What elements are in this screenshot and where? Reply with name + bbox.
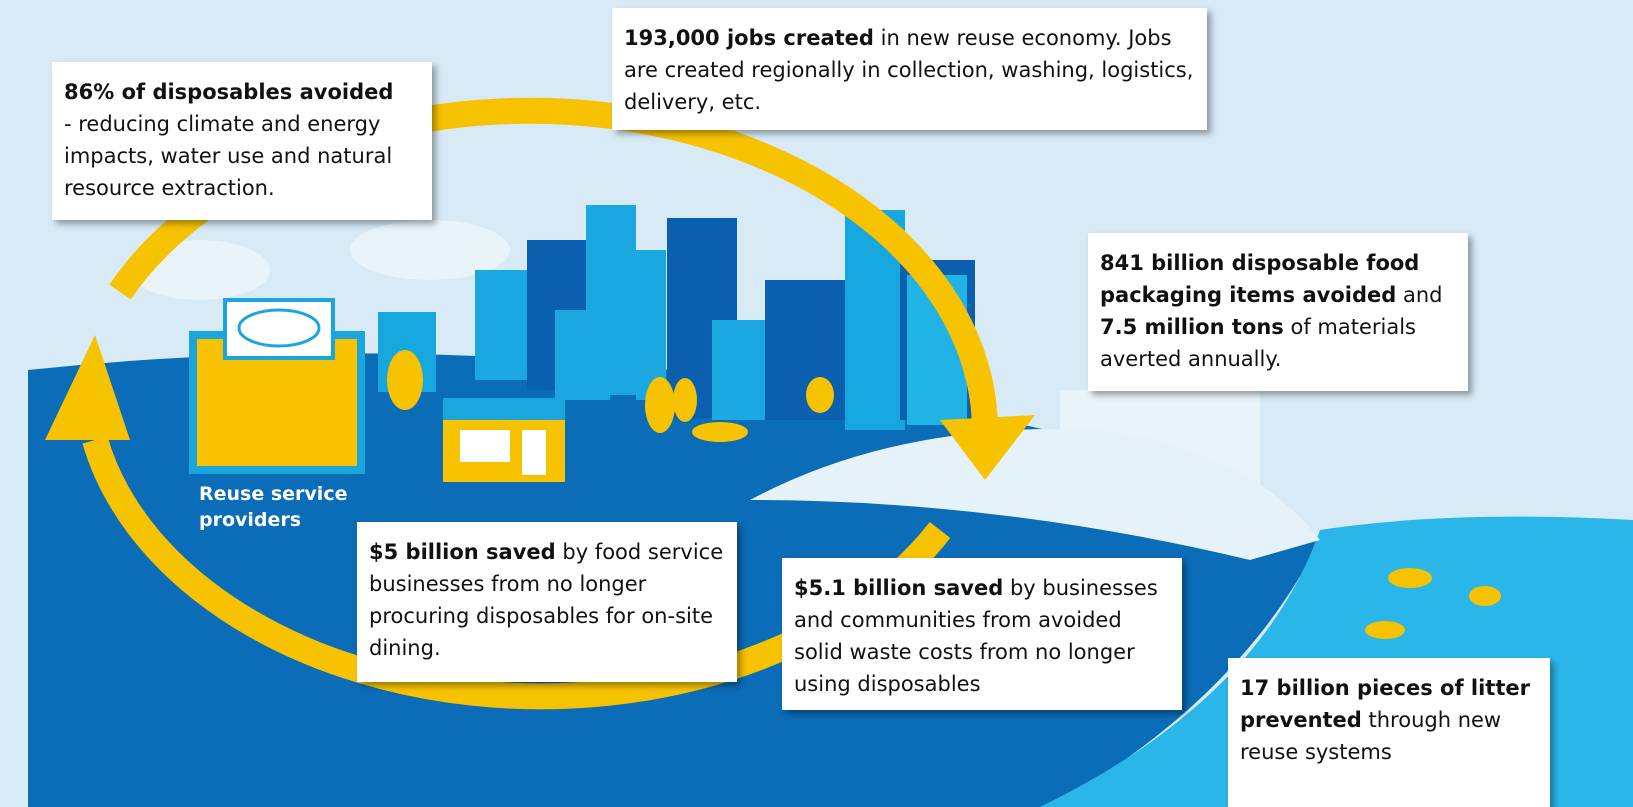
callout-highlight: 841 billion disposable food packaging it… xyxy=(1100,251,1420,307)
callout-highlight: $5.1 billion saved xyxy=(794,576,1004,600)
callout-highlight: $5 billion saved xyxy=(369,540,556,564)
callout-highlight: 86% of disposables avoided xyxy=(64,80,394,104)
arrowhead xyxy=(940,415,1035,480)
arrowhead xyxy=(45,335,130,440)
reuse-building xyxy=(189,298,365,474)
callout: $5.1 billion saved by businesses and com… xyxy=(782,558,1182,710)
callout-highlight: 17 billion pieces of litter prevented xyxy=(1240,676,1530,732)
callout-text: and xyxy=(1396,283,1443,307)
callout: 17 billion pieces of litter prevented th… xyxy=(1228,658,1550,807)
callout: 841 billion disposable food packaging it… xyxy=(1088,233,1468,391)
callout: $5 billion saved by food service busines… xyxy=(357,522,737,682)
callout: 193,000 jobs created in new reuse econom… xyxy=(612,8,1207,130)
trees xyxy=(387,350,834,442)
callout-text: - reducing climate and energy impacts, w… xyxy=(64,112,393,200)
callout-highlight: 193,000 jobs created xyxy=(624,26,874,50)
callout-text: through new reuse systems xyxy=(1240,708,1502,764)
label: Reuse service providers xyxy=(199,483,348,531)
callout: 86% of disposables avoided - reducing cli… xyxy=(52,62,432,220)
shore xyxy=(750,428,1320,560)
callout-text: in new reuse economy. Jobs are created r… xyxy=(624,26,1194,114)
callout-text: by food service businesses from no longe… xyxy=(369,540,724,660)
callout-text: of materials averted annually. xyxy=(1100,315,1416,371)
callout-text: by businesses and communities from avoid… xyxy=(794,576,1158,696)
callout-highlight: 7.5 million tons xyxy=(1100,315,1284,339)
restaurant xyxy=(443,398,565,482)
fish xyxy=(1365,568,1501,639)
